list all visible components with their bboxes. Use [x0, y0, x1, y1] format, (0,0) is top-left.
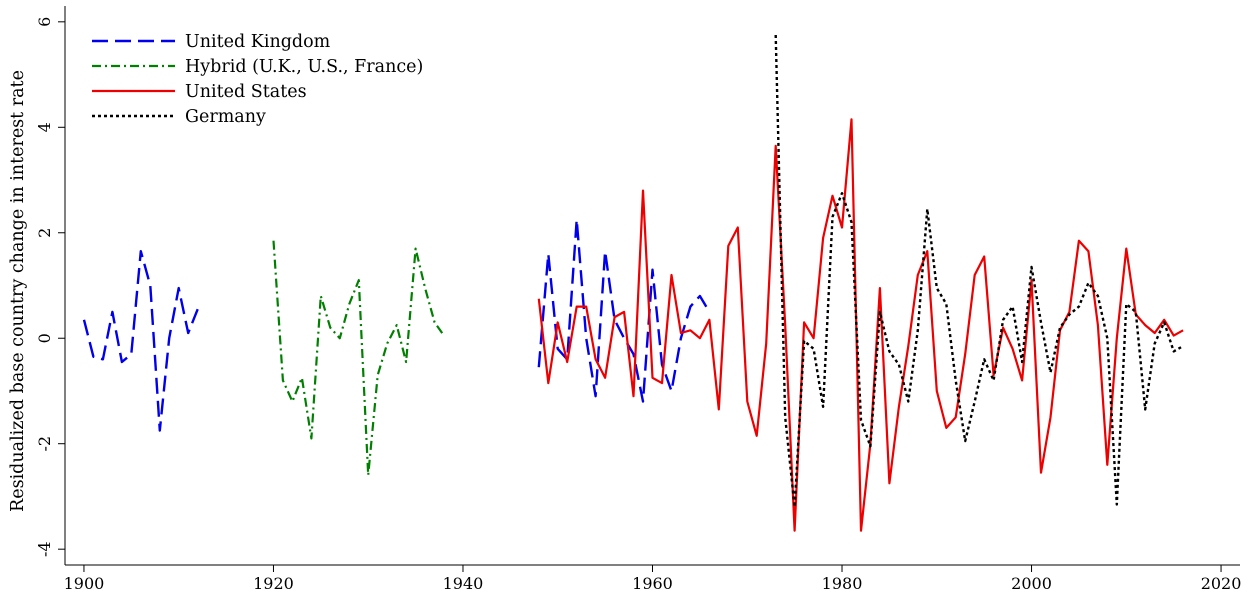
series-2	[537, 118, 1184, 532]
axes: 1900 1920 1940 1960 1980 2000 2020 -4 -2 0 2 4 6	[35, 6, 1241, 593]
x-tick-label: 1960	[632, 574, 673, 593]
series-line	[537, 118, 1184, 532]
legend-label: United Kingdom	[185, 32, 331, 52]
legend: United Kingdom Hybrid (U.K., U.S., France…	[92, 32, 423, 127]
y-tick-label: 2	[35, 228, 54, 238]
x-tick-label: 1940	[443, 574, 484, 593]
y-axis-label: Residualized base country change in inte…	[8, 70, 28, 512]
series-lines	[82, 34, 1184, 532]
y-tick-label: -4	[35, 541, 54, 557]
x-tick-label: 1920	[253, 574, 294, 593]
series-1	[272, 240, 445, 477]
legend-label: United States	[185, 82, 307, 102]
legend-label: Hybrid (U.K., U.S., France)	[185, 57, 423, 77]
x-tick-label: 1900	[64, 574, 105, 593]
y-tick-label: 6	[35, 17, 54, 27]
legend-label: Germany	[185, 107, 266, 127]
series-line	[537, 218, 711, 403]
series-line	[774, 34, 1184, 509]
series-0	[82, 218, 711, 432]
x-tick-label: 2020	[1201, 574, 1242, 593]
y-tick-label: -2	[35, 436, 54, 452]
series-line	[272, 240, 445, 477]
series-line	[82, 249, 199, 432]
x-tick-label: 2000	[1011, 574, 1052, 593]
x-tick-label: 1980	[822, 574, 863, 593]
series-3	[774, 34, 1184, 509]
y-tick-label: 4	[35, 122, 54, 132]
y-tick-label: 0	[35, 333, 54, 343]
